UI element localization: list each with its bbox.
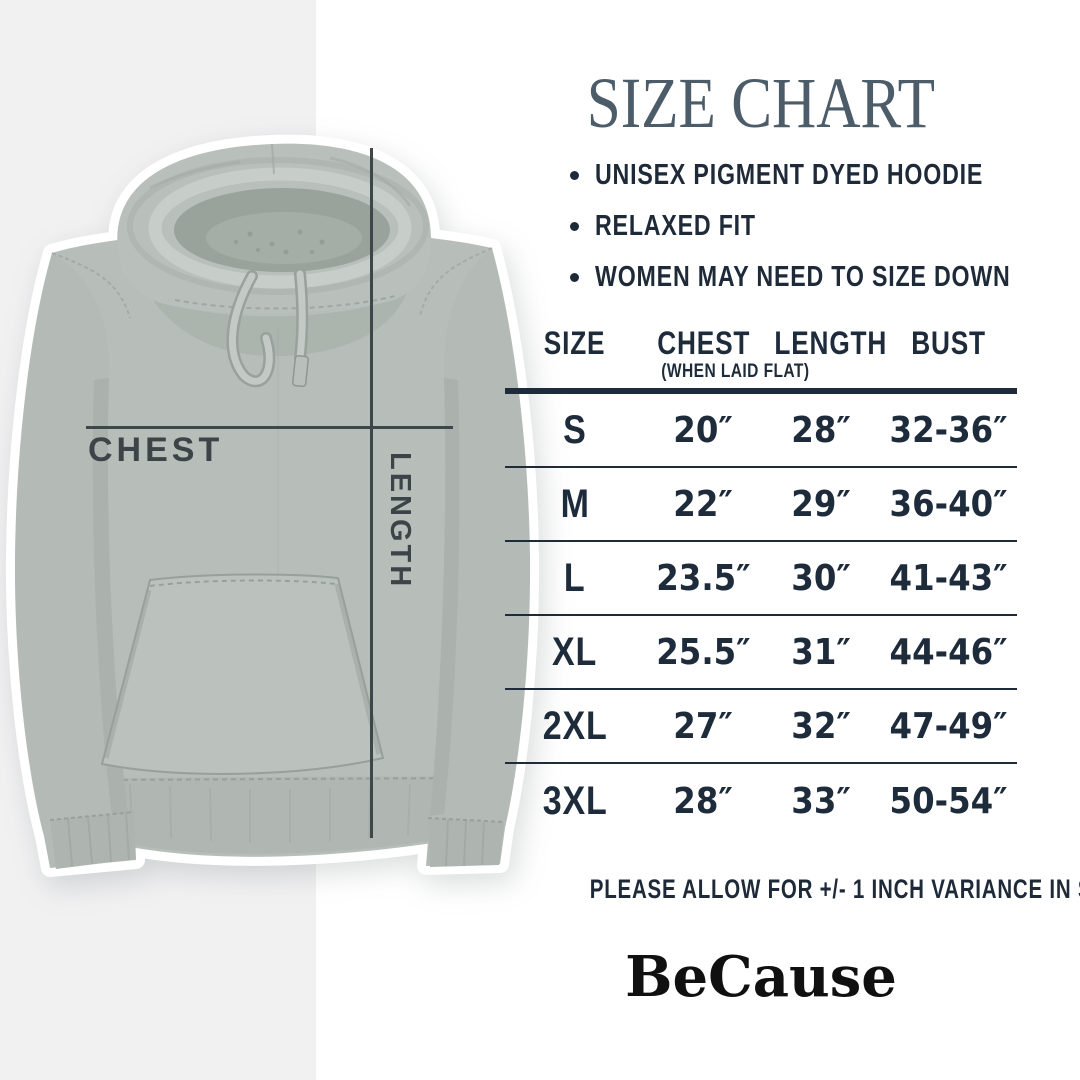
cell-length: 29″ xyxy=(791,483,852,525)
header-cell-length: LENGTH xyxy=(762,320,886,388)
cell-size: 2XL xyxy=(542,703,608,748)
feature-text: WOMEN MAY NEED TO SIZE DOWN xyxy=(595,261,1011,293)
cell-bust: 44-46″ xyxy=(889,631,1008,673)
bullet-icon xyxy=(570,222,579,231)
chest-label: CHEST xyxy=(88,431,224,469)
cell-bust: 50-54″ xyxy=(889,780,1008,822)
header-label: CHEST xyxy=(656,325,750,361)
length-label: LENGTH xyxy=(384,452,416,590)
cell-chest: 23.5″ xyxy=(656,557,751,599)
table-row: XL 25.5″ 31″ 44-46″ xyxy=(505,616,1017,690)
cell-bust: 47-49″ xyxy=(889,705,1008,747)
bullet-icon xyxy=(570,273,579,282)
cell-chest: 20″ xyxy=(673,409,734,451)
table-row: M 22″ 29″ 36-40″ xyxy=(505,468,1017,542)
cell-size: S xyxy=(563,407,587,452)
list-item: RELAXED FIT xyxy=(570,201,1080,252)
header-label: LENGTH xyxy=(774,325,888,361)
cell-chest: 22″ xyxy=(673,483,734,525)
cell-chest: 28″ xyxy=(673,780,734,822)
cell-bust: 36-40″ xyxy=(889,483,1008,525)
chest-note: (WHEN LAID FLAT) xyxy=(645,361,809,383)
chest-note-text: (WHEN LAID FLAT) xyxy=(661,361,810,382)
cell-length: 28″ xyxy=(791,409,852,451)
list-item: UNISEX PIGMENT DYED HOODIE xyxy=(570,150,1080,201)
cell-size: XL xyxy=(552,629,598,674)
variance-note: PLEASE ALLOW FOR +/- 1 INCH VARIANCE IN … xyxy=(505,874,1080,905)
feature-text: RELAXED FIT xyxy=(595,210,756,242)
header-cell-chest: CHEST (WHEN LAID FLAT) xyxy=(645,320,809,388)
table-row: 2XL 27″ 32″ 47-49″ xyxy=(505,690,1017,764)
hoodie-photo xyxy=(5,134,540,877)
cell-size: M xyxy=(560,481,590,526)
cell-chest: 27″ xyxy=(673,705,734,747)
feature-text: UNISEX PIGMENT DYED HOODIE xyxy=(595,159,984,191)
cell-bust: 32-36″ xyxy=(889,409,1008,451)
cell-chest: 25.5″ xyxy=(656,631,751,673)
table-row: L 23.5″ 30″ 41-43″ xyxy=(505,542,1017,616)
list-item: WOMEN MAY NEED TO SIZE DOWN xyxy=(570,252,1080,303)
table-row: S 20″ 28″ 32-36″ xyxy=(505,394,1017,468)
cell-length: 30″ xyxy=(791,557,852,599)
header-cell-size: SIZE xyxy=(505,320,645,388)
table-row: 3XL 28″ 33″ 50-54″ xyxy=(505,764,1017,838)
chest-measure-line xyxy=(86,426,453,429)
length-measure-line xyxy=(370,148,373,838)
cell-size: L xyxy=(564,555,586,600)
cell-length: 32″ xyxy=(791,705,852,747)
page-title: SIZE CHART xyxy=(505,63,1017,143)
variance-note-text: PLEASE ALLOW FOR +/- 1 INCH VARIANCE IN … xyxy=(589,874,1080,904)
cell-bust: 41-43″ xyxy=(889,557,1008,599)
size-table-body: S 20″ 28″ 32-36″ M 22″ 29″ 36-40″ L 23.5… xyxy=(505,394,1017,838)
brand-logo: BeCause xyxy=(625,944,897,1010)
page-title-text: SIZE CHART xyxy=(586,63,936,143)
header-cell-bust: BUST xyxy=(881,320,1017,388)
feature-list: UNISEX PIGMENT DYED HOODIE RELAXED FIT W… xyxy=(570,150,1080,303)
header-label: SIZE xyxy=(544,325,606,361)
bullet-icon xyxy=(570,171,579,180)
size-table-header: SIZE CHEST (WHEN LAID FLAT) LENGTH BUST xyxy=(505,320,1017,394)
cell-length: 31″ xyxy=(791,631,852,673)
cell-length: 33″ xyxy=(791,780,852,822)
cell-size: 3XL xyxy=(542,778,608,823)
header-label: BUST xyxy=(911,325,987,361)
